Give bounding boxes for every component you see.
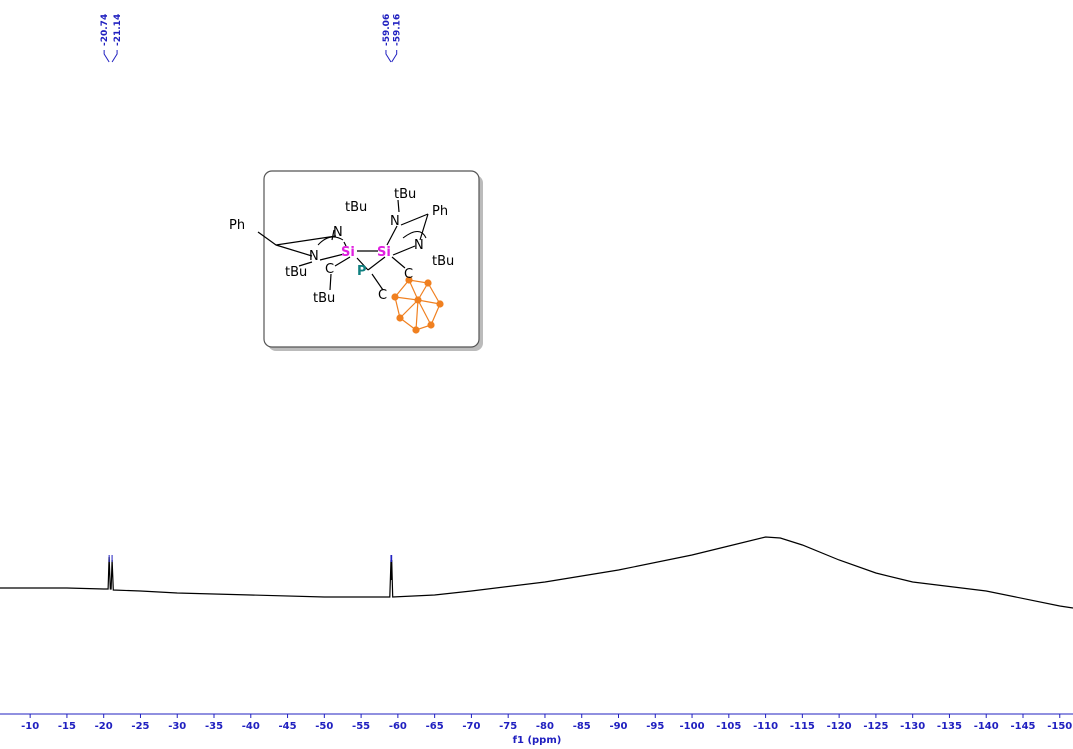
x-tick-label: -75 [499, 721, 517, 732]
x-tick-label: -140 [974, 721, 999, 732]
x-tick-label: -30 [168, 721, 186, 732]
mol-label: tBu [432, 254, 454, 269]
mol-label: P [357, 264, 367, 279]
mol-label: N [414, 238, 424, 253]
x-tick-label: -50 [315, 721, 333, 732]
x-axis-label: f1 (ppm) [513, 735, 562, 746]
x-tick-label: -60 [389, 721, 407, 732]
x-tick-label: -55 [352, 721, 370, 732]
x-tick-label: -130 [900, 721, 925, 732]
x-tick-label: -10 [21, 721, 39, 732]
mol-label: Ph [432, 204, 448, 219]
x-tick-label: -100 [680, 721, 705, 732]
x-tick-label: -70 [462, 721, 480, 732]
mol-label: N [390, 214, 400, 229]
x-tick-label: -25 [131, 721, 149, 732]
spectrum [0, 536, 1073, 609]
x-tick-label: -135 [937, 721, 962, 732]
x-tick-label: -90 [609, 721, 627, 732]
x-tick-label: -105 [716, 721, 741, 732]
inset: tBu Ph N Si Si tBu N Ph N tBu N tBu C P … [229, 170, 483, 351]
peak-bracket [385, 50, 392, 63]
peak-bracket [391, 50, 398, 63]
mol-label: tBu [313, 291, 335, 306]
peak-label: -21.14 [113, 14, 123, 46]
x-tick-label: -80 [536, 721, 554, 732]
mol-label: Si [377, 245, 391, 260]
carborane-cage [391, 276, 444, 334]
peak-bracket [111, 50, 118, 63]
peak-label: -59.06 [382, 14, 392, 46]
x-tick-label: -20 [95, 721, 113, 732]
x-tick-label: -145 [1010, 721, 1035, 732]
mol-label: N [333, 225, 343, 240]
x-tick-label: -65 [426, 721, 444, 732]
x-tick-label: -85 [573, 721, 591, 732]
peak-label: -59.16 [393, 14, 403, 46]
mol-label: Si [341, 245, 355, 260]
x-tick-label: -40 [242, 721, 260, 732]
x-tick-label: -125 [863, 721, 888, 732]
mol-label: C [325, 262, 334, 277]
x-tick-label: -115 [790, 721, 815, 732]
bonds [257, 199, 429, 291]
mol-label: tBu [345, 200, 367, 215]
x-tick-label: -15 [58, 721, 76, 732]
x-tick-label: -95 [646, 721, 664, 732]
mol-label: C [378, 288, 387, 303]
x-tick-label: -35 [205, 721, 223, 732]
x-tick-label: -45 [279, 721, 297, 732]
x-tick-label: -110 [753, 721, 778, 732]
mol-label: N [309, 249, 319, 264]
x-tick-label: -150 [1047, 721, 1072, 732]
mol-label: tBu [394, 187, 416, 202]
mol-label: tBu [285, 265, 307, 280]
x-tick-label: -120 [827, 721, 852, 732]
mol-label: C [404, 267, 413, 282]
peak-bracket [103, 50, 110, 63]
peak-label: -20.74 [100, 14, 110, 46]
mol-label: Ph [229, 218, 245, 233]
